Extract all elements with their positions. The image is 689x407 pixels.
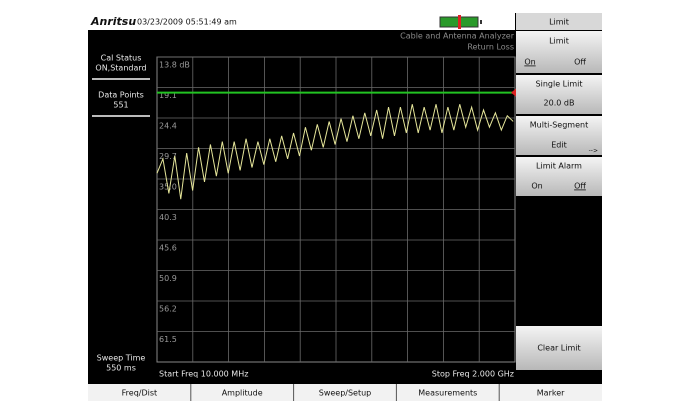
softkey-title[interactable]: Single Limit [536,80,583,89]
softkey-value[interactable]: 20.0 dB [544,99,575,108]
chart-subtitle: Return Loss [467,43,514,52]
y-tick-label: 61.5 [159,335,177,344]
softkey-header: Limit [549,18,569,27]
battery-mark [458,15,461,29]
softkey-header-bg [516,13,602,30]
menu-item[interactable]: Sweep/Setup [319,389,372,398]
softkey-arrow[interactable]: --> [589,148,598,155]
start-freq: Start Freq 10.000 MHz [159,370,248,379]
menu-bar [88,384,602,401]
softkey-option[interactable]: On [531,182,542,191]
softkey-bg[interactable] [516,75,602,114]
y-tick-label: 19.1 [159,91,177,100]
sweep-time-label: Sweep Time [97,354,146,363]
trace [156,104,514,200]
y-tick-label: 29.7 [159,152,177,161]
logo: Anritsu [90,15,136,28]
y-tick-label: 24.4 [159,122,177,131]
softkey[interactable]: Single Limit 20.0 dB [516,75,602,114]
menu-item[interactable]: Freq/Dist [122,389,158,398]
softkey-title[interactable]: Multi-Segment [530,121,588,130]
chart-title: Cable and Antenna Analyzer [400,32,515,41]
sweep-time-value: 550 ms [106,364,136,373]
softkey-option[interactable]: On [524,58,535,67]
menu-item[interactable]: Amplitude [222,389,263,398]
softkey-title[interactable]: Limit Alarm [536,162,582,171]
cal-status-label: Cal Status [101,54,142,63]
y-tick-label: 13.8 dB [159,61,190,70]
data-points-label: Data Points [98,91,144,100]
menu-item[interactable]: Measurements [418,389,477,398]
softkey[interactable]: Limit On Off [516,31,602,73]
y-tick-label: 56.2 [159,305,177,314]
softkey-bg[interactable] [516,116,602,155]
softkey-option[interactable]: Off [574,182,586,191]
stop-freq: Stop Freq 2.000 GHz [432,370,514,379]
limit-marker [511,88,516,97]
softkey-option[interactable]: Off [574,58,586,67]
softkey-option[interactable]: Edit [551,141,567,150]
data-points-value: 551 [113,101,128,110]
softkey[interactable]: Multi-Segment Edit --> [516,116,602,155]
cal-status-value: ON,Standard [95,64,146,73]
y-tick-label: 50.9 [159,274,177,283]
y-tick-label: 45.6 [159,244,177,253]
battery-tip [480,20,482,24]
top-bar [88,13,515,30]
softkey-bg[interactable] [516,157,602,196]
menu-item[interactable]: Marker [537,389,565,398]
softkey[interactable]: Clear Limit [516,326,602,370]
y-tick-label: 40.3 [159,213,177,222]
datetime: 03/23/2009 05:51:49 am [137,18,237,27]
softkey-title[interactable]: Limit [549,37,569,46]
softkey[interactable]: Limit Alarm On Off [516,157,602,196]
softkey-bg[interactable] [516,326,602,370]
softkey-bg[interactable] [516,31,602,73]
softkey-title[interactable]: Clear Limit [537,344,580,353]
